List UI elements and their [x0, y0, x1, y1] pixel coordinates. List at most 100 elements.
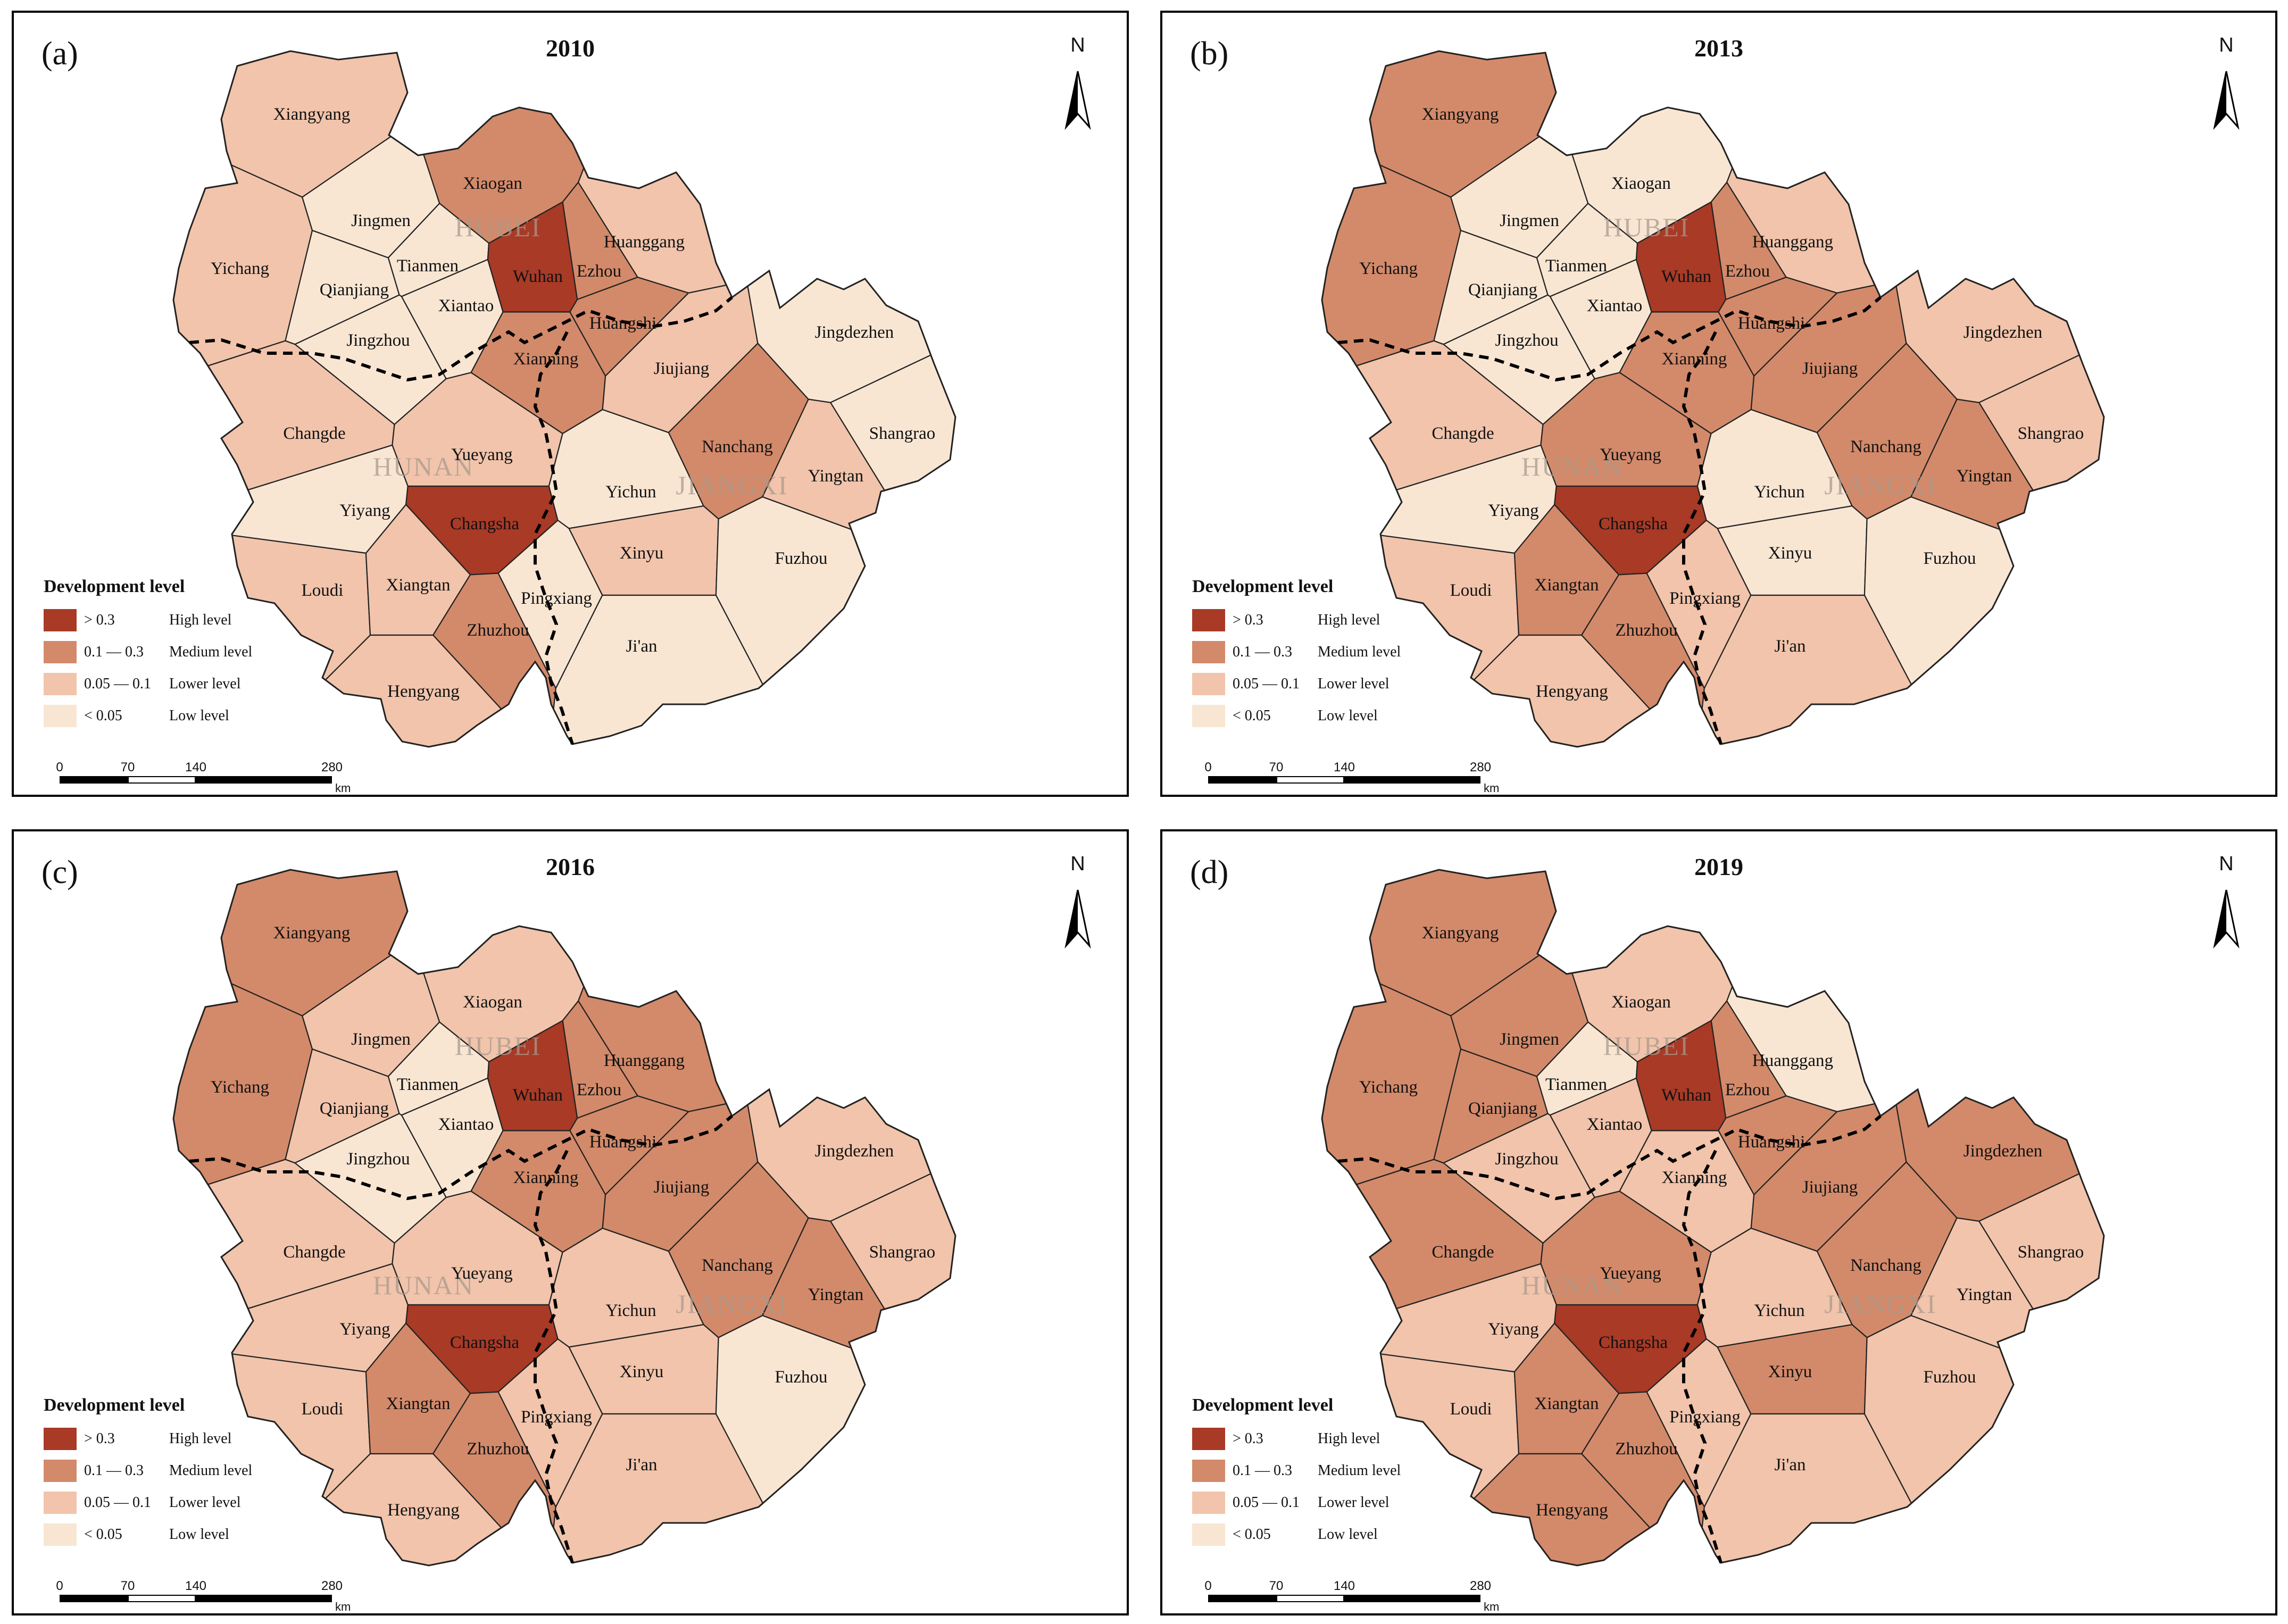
city-label-fuzhou: Fuzhou: [775, 549, 828, 568]
city-label-shangrao: Shangrao: [2018, 424, 2084, 443]
city-region-fuzhou: [1863, 496, 2104, 747]
city-region-fuzhou: [715, 496, 955, 747]
province-label-jiangxi: JIANGXI: [1824, 470, 1936, 500]
scale-unit: km: [335, 781, 351, 795]
legend-desc: Medium level: [1318, 1462, 1401, 1479]
city-label-jingzhou: Jingzhou: [346, 331, 410, 350]
map-svg: HUBEI HUNAN JIANGXI Xiangyang Yichang Jingmen…: [172, 50, 956, 748]
legend-swatch: [1192, 673, 1225, 695]
city-label-huangshi: Huangshi: [589, 314, 657, 333]
city-label-jingmen: Jingmen: [1500, 1030, 1559, 1049]
legend-item-low: < 0.05 Low level: [44, 1519, 342, 1551]
city-label-nanchang: Nanchang: [1850, 437, 1921, 456]
scale-tick: 280: [321, 760, 343, 774]
city-label-zhuzhou: Zhuzhou: [1615, 621, 1677, 640]
legend-range: 0.05 — 0.1: [1233, 1494, 1300, 1511]
scale-segment: [1208, 1595, 1276, 1602]
city-label-yingtan: Yingtan: [1957, 1285, 2012, 1304]
city-label-jingdezhen: Jingdezhen: [815, 323, 894, 342]
north-arrow-icon: N: [2205, 853, 2248, 959]
city-label-xiantao: Xiantao: [438, 296, 494, 315]
legend-desc: High level: [1318, 1430, 1380, 1447]
city-label-xiantao: Xiantao: [438, 1115, 494, 1134]
scale-tick: 0: [56, 760, 63, 774]
legend-desc: Lower level: [1318, 676, 1390, 692]
legend-range: 0.05 — 0.1: [1233, 676, 1300, 692]
city-label-jingzhou: Jingzhou: [346, 1150, 410, 1169]
city-label-xiaogan: Xiaogan: [1611, 993, 1671, 1012]
city-label-fuzhou: Fuzhou: [1924, 549, 1976, 568]
city-label-yichang: Yichang: [1359, 1078, 1418, 1097]
region-outline: [172, 50, 956, 748]
city-label-xinyu: Xinyu: [620, 1362, 664, 1381]
city-label-huanggang: Huanggang: [1752, 1051, 1833, 1070]
city-label-yueyang: Yueyang: [451, 445, 512, 464]
scale-tick: 70: [120, 760, 135, 774]
city-label-huangshi: Huangshi: [1738, 314, 1806, 333]
north-arrow-icon: N: [1056, 34, 1099, 140]
legend: Development level > 0.3 High level 0.1 — 0.…: [44, 1395, 342, 1551]
city-label-changsha: Changsha: [1599, 514, 1668, 534]
city-label-zhuzhou: Zhuzhou: [1615, 1439, 1677, 1459]
province-label-hubei: HUBEI: [455, 1031, 542, 1061]
map-svg: HUBEI HUNAN JIANGXI Xiangyang Yichang Jingmen…: [172, 869, 956, 1567]
legend-desc: Medium level: [169, 644, 253, 660]
city-label-pingxiang: Pingxiang: [521, 1408, 592, 1427]
province-boundary: [189, 1114, 733, 1201]
city-label-jingdezhen: Jingdezhen: [1963, 323, 2042, 342]
city-label-zhuzhou: Zhuzhou: [467, 621, 529, 640]
legend-range: < 0.05: [84, 707, 122, 724]
city-label-changsha: Changsha: [450, 514, 520, 534]
city-label-loudi: Loudi: [1450, 1400, 1492, 1419]
city-label-qianjiang: Qianjiang: [1468, 1099, 1537, 1118]
legend-range: < 0.05: [1233, 1526, 1271, 1543]
city-label-changde: Changde: [1432, 1243, 1494, 1262]
map-panel-a: HUBEI HUNAN JIANGXI Xiangyang Yichang Jingmen…: [12, 11, 1129, 797]
city-label-jingmen: Jingmen: [351, 211, 411, 230]
city-label-jingdezhen: Jingdezhen: [815, 1142, 894, 1161]
legend-range: > 0.3: [1233, 612, 1263, 628]
city-label-qianjiang: Qianjiang: [1468, 280, 1537, 299]
legend-swatch: [1192, 1492, 1225, 1514]
panel-letter: (c): [41, 854, 78, 890]
city-label-nanchang: Nanchang: [1850, 1256, 1921, 1275]
map-panel-d: HUBEI HUNAN JIANGXI Xiangyang Yichang Jingmen…: [1160, 829, 2277, 1615]
city-region-jingdezhen: [746, 51, 955, 403]
city-label-jiujiang: Jiujiang: [1802, 359, 1858, 378]
legend-swatch: [1192, 705, 1225, 727]
legend-swatch: [44, 1492, 77, 1514]
legend-title: Development level: [1192, 577, 1334, 596]
scale-tick: 70: [1269, 760, 1284, 774]
city-label-pingxiang: Pingxiang: [521, 589, 592, 608]
panel-year: 2016: [546, 853, 595, 880]
city-label-xianning: Xianning: [1662, 1168, 1727, 1187]
legend-desc: Low level: [1318, 1526, 1378, 1543]
legend-range: > 0.3: [84, 1430, 115, 1447]
legend-range: > 0.3: [84, 612, 115, 628]
region-outline: [172, 869, 956, 1567]
scale-tick: 280: [1469, 760, 1492, 774]
legend-range: > 0.3: [1233, 1430, 1263, 1447]
north-arrow-icon: N: [2205, 34, 2248, 140]
scale-tick: 280: [321, 1579, 343, 1593]
city-label-changde: Changde: [283, 1243, 345, 1262]
legend-desc: Low level: [169, 707, 229, 724]
city-label-jian: Ji'an: [626, 1455, 657, 1475]
legend-desc: Lower level: [169, 1494, 241, 1511]
city-label-wuhan: Wuhan: [1661, 267, 1711, 286]
legend-swatch: [1192, 609, 1225, 631]
north-label: N: [2219, 34, 2234, 56]
legend-item-medium: 0.1 — 0.3 Medium level: [1192, 636, 1490, 668]
map-svg: HUBEI HUNAN JIANGXI Xiangyang Yichang Jingmen…: [1321, 869, 2105, 1567]
city-label-wuhan: Wuhan: [513, 1086, 563, 1105]
legend-swatch: [44, 641, 77, 663]
city-label-xiangyang: Xiangyang: [273, 923, 351, 943]
city-label-xiaogan: Xiaogan: [463, 174, 522, 193]
legend-swatch: [1192, 1428, 1225, 1450]
city-label-jian: Ji'an: [626, 637, 657, 656]
legend-desc: Low level: [1318, 707, 1378, 724]
legend-item-lower: 0.05 — 0.1 Lower level: [44, 668, 342, 700]
city-label-qianjiang: Qianjiang: [320, 280, 389, 299]
legend-range: 0.1 — 0.3: [84, 1462, 144, 1479]
legend-title: Development level: [44, 577, 185, 596]
